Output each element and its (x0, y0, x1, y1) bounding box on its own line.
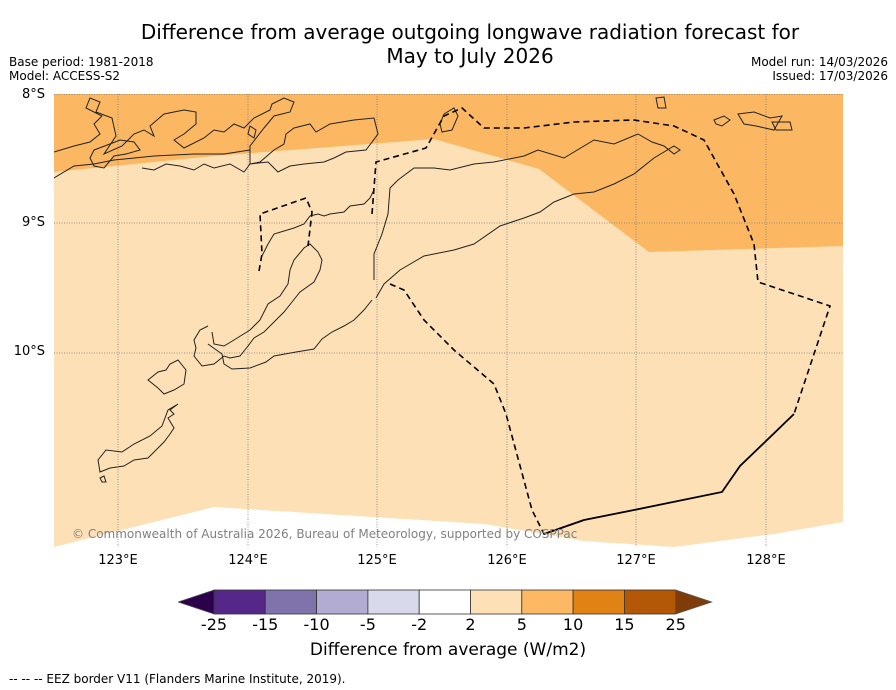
coastline-rote (97, 403, 179, 473)
chart-title: Difference from average outgoing longwav… (0, 20, 896, 68)
meta-left: Base period: 1981-2018 Model: ACCESS-S2 (9, 55, 154, 83)
colorbar-segment (316, 589, 369, 615)
colorbar-label: Difference from average (W/m2) (309, 640, 587, 660)
coastline-ndao (99, 475, 107, 483)
lon-label-128e: 128°E (746, 553, 786, 568)
colorbar-tick-label: -5 (359, 615, 376, 634)
colorbar-tick-label: 2 (465, 615, 476, 634)
coastline-island-c (655, 96, 667, 109)
region-5-to-10 (54, 94, 843, 252)
coastline-timor-west-north (261, 189, 375, 257)
lon-label-123e: 123°E (98, 553, 138, 568)
colorbar-segment (264, 589, 318, 615)
colorbar-tick-label: -2 (411, 615, 428, 634)
coastline-island-a (89, 139, 141, 169)
meta-right: Model run: 14/03/2026 Issued: 17/03/2026 (751, 55, 888, 83)
lat-label-9s: 9°S (21, 215, 45, 230)
coastlines (54, 96, 793, 483)
lat-label-10s: 10°S (13, 344, 45, 359)
colorbar-segment (572, 589, 625, 615)
colorbar-extend-high (675, 589, 713, 615)
colorbar-segment (418, 589, 471, 615)
coastline-semau (147, 359, 187, 395)
title-line-1: Difference from average outgoing longwav… (140, 20, 800, 44)
colorbar-extend-low (178, 589, 215, 615)
coastline-island-d (713, 115, 731, 127)
copyright-credit: © Commonwealth of Australia 2026, Bureau… (72, 527, 578, 541)
colorbar-segment (470, 589, 523, 615)
coastline-rote-north (207, 299, 373, 370)
lon-label-124e: 124°E (228, 553, 268, 568)
coastline-flores (54, 97, 379, 173)
gridlines (54, 94, 843, 547)
eez-border-segment-b (371, 107, 832, 415)
colorbar-tick-label: 15 (614, 615, 635, 634)
coastline-island-b (247, 125, 257, 139)
lon-label-127e: 127°E (616, 553, 656, 568)
coastline-timor-west (193, 243, 323, 367)
colorbar (178, 589, 713, 615)
eez-footnote: -- -- -- EEZ border V11 (Flanders Marine… (9, 672, 346, 686)
coastline-island-f (771, 121, 793, 131)
colorbar-tick-label: -25 (200, 615, 228, 634)
colorbar-tick-label: 10 (562, 615, 584, 634)
colorbar-segment (213, 589, 266, 615)
colorbar-tick-label: 5 (516, 615, 527, 634)
lon-label-126e: 126°E (487, 553, 527, 568)
lon-label-125e: 125°E (357, 553, 397, 568)
coastline-timor (373, 133, 681, 299)
lat-label-8s: 8°S (21, 87, 45, 102)
colorbar-tick-label: -10 (303, 615, 330, 634)
eez-border (258, 107, 832, 535)
colorbar-segment (521, 589, 574, 615)
region-no-data-south (54, 507, 674, 547)
model-run: Model run: 14/03/2026 (750, 55, 888, 69)
coastline-island-e (737, 111, 783, 131)
base-period: Base period: 1981-2018 (9, 55, 154, 69)
issued-date: Issued: 17/03/2026 (772, 69, 888, 83)
region-no-data-southeast (674, 522, 843, 547)
colorbar-segment (623, 589, 677, 615)
map-panel (54, 94, 843, 547)
colorbar-segment (367, 589, 420, 615)
coastline-flores-south (54, 149, 251, 179)
title-line-2: May to July 2026 (386, 44, 554, 68)
colorbar-tick-label: 25 (665, 615, 686, 634)
eez-border-segment-a (258, 196, 313, 272)
eez-border-solid-segment (543, 413, 795, 535)
model-name: Model: ACCESS-S2 (9, 69, 121, 83)
eez-border-segment-c (389, 283, 585, 535)
colorbar-tick-label: -15 (252, 615, 279, 634)
